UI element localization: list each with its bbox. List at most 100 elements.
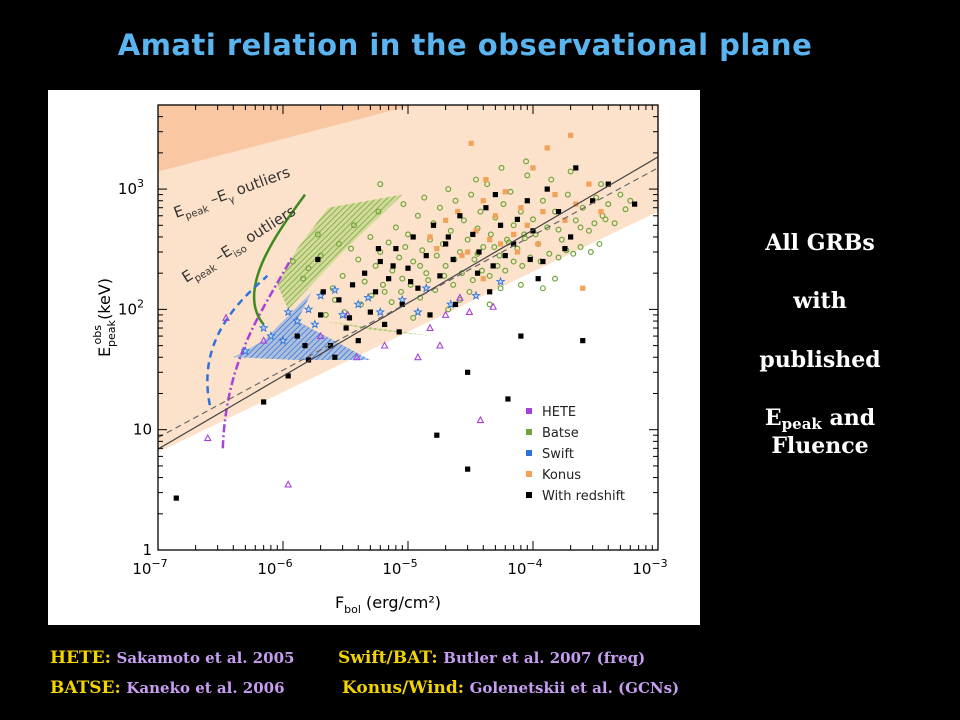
batse-point: [388, 299, 395, 306]
swift-sensitivity-region: [233, 291, 371, 360]
reference-value: Golenetskii et al. (GCNs): [469, 679, 680, 697]
batse-point: [419, 247, 426, 254]
legend-swatch: [526, 450, 532, 456]
y-tick-base: 10: [118, 180, 137, 198]
batse-point: [564, 191, 571, 198]
reference-key: Konus/Wind:: [342, 678, 465, 698]
side-caption: All GRBs with published Epeak and Fluenc…: [745, 230, 895, 460]
x-tick-label: 10−7: [132, 557, 167, 578]
batse-point: [555, 254, 562, 261]
y-tick-exp: 3: [137, 177, 144, 190]
konus-point: [443, 217, 449, 223]
konus-point: [459, 252, 465, 259]
with-redshift-point: [465, 369, 471, 375]
konus-point: [518, 205, 524, 211]
batse-point: [611, 220, 618, 227]
batse-threshold-curve: [252, 193, 307, 326]
with-redshift-point: [367, 309, 373, 315]
with-redshift-point: [427, 312, 433, 318]
batse-point: [539, 197, 546, 204]
batse-point: [445, 186, 452, 193]
batse-point: [539, 285, 546, 292]
batse-point: [379, 281, 386, 288]
with-redshift-point: [443, 241, 449, 247]
with-redshift-point: [386, 276, 392, 282]
batse-point: [480, 244, 487, 251]
x-tick-base: 10: [382, 560, 401, 578]
x-tick-exp: −6: [276, 557, 292, 570]
gamma-outlier-region: [158, 105, 414, 172]
y-tick-base: 10: [133, 421, 152, 439]
side-line-2: with: [793, 288, 847, 315]
batse-point: [546, 250, 553, 257]
batse-point: [399, 275, 406, 282]
batse-point: [314, 231, 321, 238]
reference-hete: HETE: Sakamoto et al. 2005: [50, 648, 295, 668]
hete-point: [380, 341, 389, 349]
with-redshift-point: [527, 256, 533, 263]
references: HETE: Sakamoto et al. 2005 Swift/BAT: Bu…: [50, 648, 930, 708]
swift-point: [413, 306, 423, 317]
batse-point: [402, 244, 409, 251]
x-axis-label: Fbol (erg/cm²): [335, 593, 441, 616]
with-redshift-point: [524, 198, 530, 204]
batse-point: [392, 224, 399, 231]
x-tick-label: 10−3: [632, 557, 667, 578]
swift-point: [278, 335, 288, 345]
hete-point: [316, 331, 325, 340]
batse-point: [622, 206, 629, 213]
side-epeak-e: E: [764, 405, 782, 432]
batse-point: [498, 164, 505, 171]
with-redshift-point: [568, 234, 574, 240]
with-redshift-point: [346, 315, 353, 321]
swift-point: [353, 299, 364, 309]
legend-swatch: [526, 429, 532, 435]
with-redshift-point: [318, 312, 324, 318]
iso-outlier-region: [158, 105, 658, 453]
with-redshift-point: [173, 495, 179, 501]
batse-point: [421, 194, 428, 201]
batse-point: [400, 201, 407, 208]
side-line-1: All GRBs: [765, 230, 875, 256]
with-redshift-point: [377, 258, 383, 265]
swift-point: [258, 322, 269, 333]
batse-point: [519, 262, 526, 269]
batse-point: [502, 267, 509, 274]
with-redshift-point: [434, 432, 440, 438]
y-tick-label: 103: [118, 177, 144, 198]
batse-point: [322, 311, 329, 318]
x-tick-base: 10: [632, 560, 651, 578]
batse-point: [385, 239, 392, 246]
batse-point: [510, 222, 517, 229]
batse-point: [486, 301, 493, 308]
reference-key: Swift/BAT:: [338, 648, 438, 668]
batse-point: [351, 222, 358, 229]
konus-point: [434, 246, 440, 252]
with-redshift-point: [336, 297, 342, 303]
batse-point: [361, 278, 368, 285]
batse-point: [593, 194, 600, 201]
with-redshift-point: [423, 252, 429, 259]
legend-label: Konus: [542, 468, 581, 483]
with-redshift-point: [320, 289, 326, 295]
batse-sensitivity-region: [277, 194, 403, 310]
reference-batse: BATSE: Kaneko et al. 2006: [50, 678, 285, 698]
swift-point: [292, 316, 303, 326]
with-redshift-point: [474, 270, 481, 276]
swift-point: [240, 346, 251, 356]
batse-point: [410, 258, 417, 265]
with-redshift-point: [362, 270, 368, 276]
side-epeak-rest: and: [821, 405, 876, 432]
with-redshift-point: [349, 282, 356, 288]
batse-point: [447, 227, 454, 234]
with-redshift-point: [544, 186, 550, 192]
batse-point: [577, 244, 584, 251]
batse-point: [617, 191, 624, 198]
with-redshift-point: [483, 205, 489, 211]
with-redshift-point: [415, 285, 421, 291]
batse-point: [532, 231, 539, 238]
hete-point: [465, 307, 474, 316]
batse-point: [577, 224, 584, 231]
batse-point: [464, 236, 471, 243]
